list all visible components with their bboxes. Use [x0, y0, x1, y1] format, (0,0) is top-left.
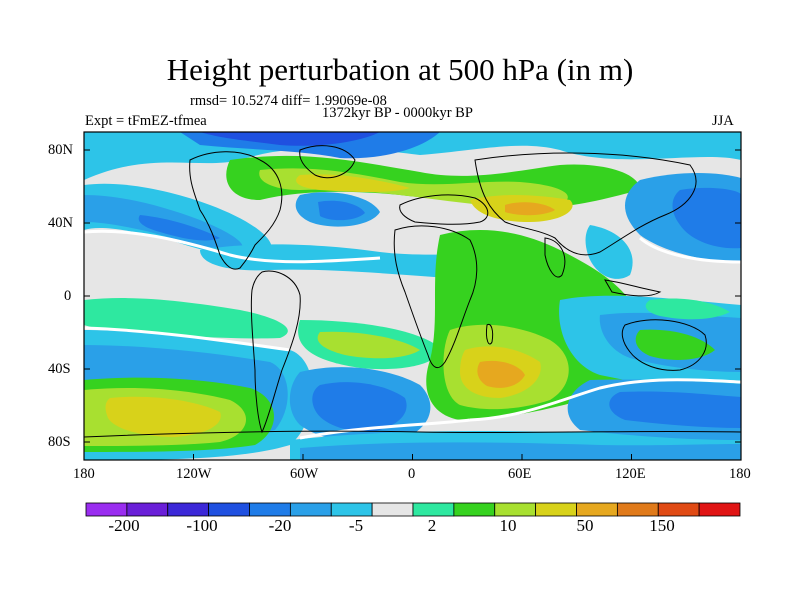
lat-label-0: 0 — [64, 288, 72, 304]
contour-field — [84, 132, 741, 460]
contour-satl-deep — [312, 382, 407, 432]
colorbar-swatch — [657, 502, 700, 517]
lon-label-120w: 120W — [176, 466, 212, 482]
colorbar-swatch — [412, 502, 455, 517]
contour-nepacific-deep — [672, 187, 741, 249]
lat-label-40s: 40S — [48, 361, 71, 377]
lat-label-80s: 80S — [48, 434, 71, 450]
colorbar-swatch — [289, 502, 332, 517]
colorbar-swatch — [371, 502, 414, 517]
contour-antarctic-blue — [300, 442, 741, 460]
contour-north-arctic — [200, 132, 380, 146]
colorbar-label: 2 — [427, 516, 437, 535]
colorbar-swatch — [85, 502, 128, 517]
season-label: JJA — [712, 113, 734, 129]
lat-label-40n: 40N — [48, 215, 73, 231]
colorbar-swatch — [535, 502, 577, 517]
experiment-label: Expt = tFmEZ-tfmea — [85, 113, 207, 129]
contour-satlantic-lime — [317, 331, 420, 359]
period-label: 1372kyr BP - 0000kyr BP — [322, 105, 473, 121]
contour-n-eurasia-yellow — [296, 174, 410, 192]
lon-label-120e: 120E — [615, 466, 646, 482]
contour-natlantic-deep — [318, 200, 365, 221]
colorbar-label: -20 — [268, 516, 292, 535]
lon-ticks — [83, 454, 742, 460]
lon-label-180e: 180 — [729, 466, 751, 482]
zero-contours — [84, 229, 741, 440]
lon-label-0: 0 — [408, 466, 416, 482]
lon-label-60w: 60W — [290, 466, 319, 482]
colorbar-label: -200 — [108, 516, 140, 535]
coastlines — [84, 145, 741, 438]
colorbar-swatch — [453, 502, 496, 517]
lon-label-180w: 180 — [73, 466, 95, 482]
lat-label-80n: 80N — [48, 142, 73, 158]
lat-ticks — [84, 149, 741, 443]
map-title: Height perturbation at 500 hPa (in m) — [166, 52, 634, 87]
colorbar-swatch — [249, 502, 291, 517]
colorbar — [85, 502, 741, 517]
contour-equator-green — [84, 298, 288, 339]
colorbar-swatch — [208, 502, 250, 517]
colorbar-label: 50 — [576, 516, 594, 535]
contour-npacific-deep — [138, 215, 220, 241]
contour-australia-green — [635, 329, 715, 360]
lon-label-60e: 60E — [508, 466, 532, 482]
colorbar-swatch — [616, 502, 659, 517]
contour-equator-cyan — [200, 244, 507, 279]
colorbar-swatch — [494, 502, 537, 517]
contour-se-deep — [609, 391, 741, 428]
contour-spacific-yellow — [105, 396, 221, 437]
rmsd-stats: rmsd= 10.5274 diff= 1.99069e-08 — [190, 93, 387, 109]
colorbar-swatch — [330, 502, 373, 517]
colorbar-swatch — [576, 502, 618, 517]
contour-indian-orange — [477, 360, 525, 388]
colorbar-label: 10 — [499, 516, 517, 535]
colorbar-label: -5 — [348, 516, 364, 535]
contour-n-asia-orange — [505, 202, 555, 216]
colorbar-swatch — [167, 502, 210, 517]
colorbar-label: -100 — [186, 516, 218, 535]
colorbar-swatch — [126, 502, 169, 517]
contour-coral — [645, 298, 730, 320]
colorbar-label: 150 — [649, 516, 675, 535]
colorbar-swatch — [698, 502, 741, 517]
